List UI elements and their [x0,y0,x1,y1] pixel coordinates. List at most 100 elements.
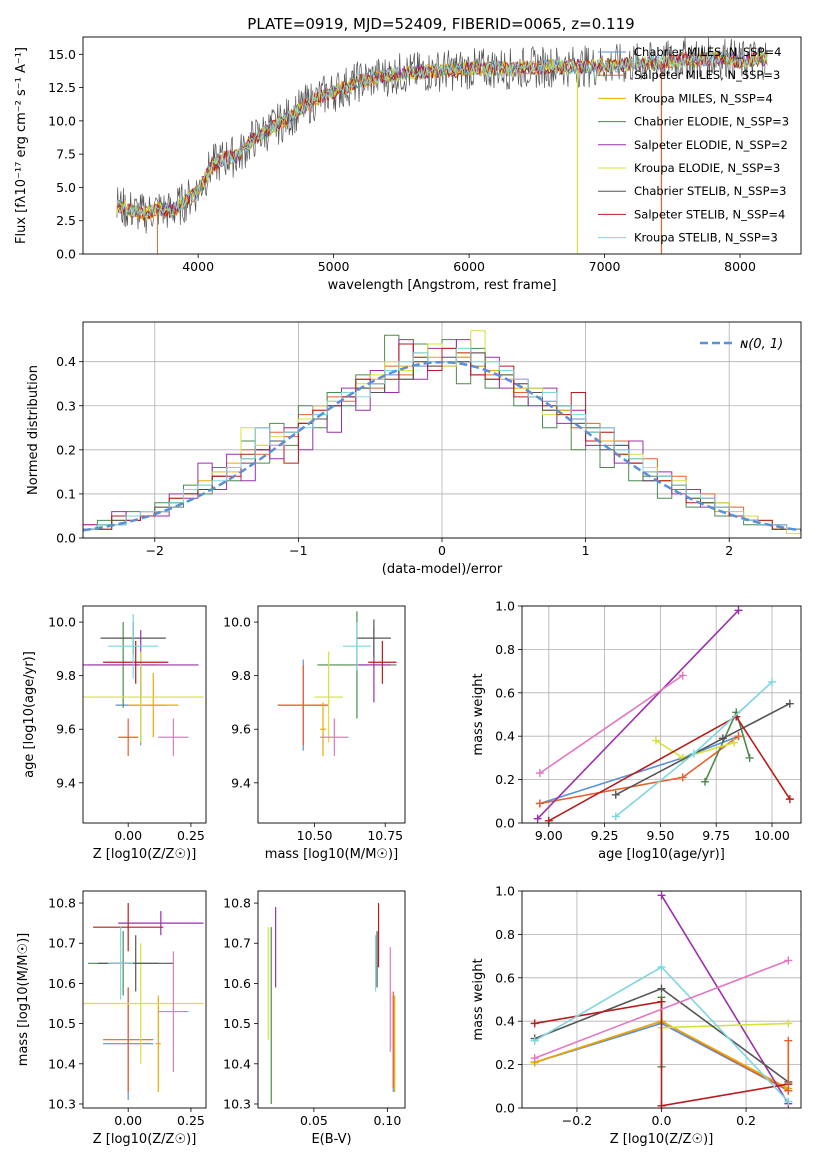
weight-series-line [537,609,740,820]
y-tick-label: 9.8 [231,668,251,683]
y-tick-label: 1.0 [495,599,515,614]
y-tick-label: 0.4 [56,354,76,369]
y-tick-label: 10.6 [48,976,76,991]
data-point-marker [734,606,743,615]
y-tick-label: 9.4 [231,775,251,790]
y-tick-label: 0.1 [56,486,76,501]
data-point-marker [533,814,542,823]
plot-frame [521,890,802,1109]
x-axis-label: wavelength [Angstrom, rest frame] [328,278,557,293]
plot-frame [82,605,207,824]
y-tick-label: 0.0 [495,1101,515,1116]
x-tick-label: 7000 [589,259,621,274]
normal-curve-line [83,360,801,532]
x-tick-label: 0.25 [177,828,205,843]
data-point-marker [530,1036,539,1045]
x-tick-label: 0.00 [114,828,142,843]
x-tick-label: −1 [289,543,307,558]
y-axis-label: mass [log10(M/M☉)] [16,933,31,1066]
mass-weight-vs-metallicity-panel: −0.2 0.0 0.2 0.0 0.2 0.4 0.6 0.8 1.0 Z [log10(Z/Z… [471,884,802,1147]
y-axis-label: age [log10(age/yr)] [22,651,37,778]
y-tick-label: 0.3 [56,398,76,413]
y-tick-label: 10.6 [223,976,251,991]
y-tick-label: 0.8 [495,642,515,657]
x-axis-label: age [log10(age/yr)] [598,847,725,862]
weight-series-line [534,1000,789,1107]
y-tick-label: 0.0 [56,531,76,546]
legend-label: Kroupa STELIB, N_SSP=3 [634,231,778,245]
data-point-marker [784,1036,793,1045]
data-point-marker [611,812,620,821]
y-tick-label: 10.8 [223,896,251,911]
data-point-marker [784,1086,793,1095]
x-tick-label: 10.00 [754,828,790,843]
x-tick-label: 10.75 [367,828,403,843]
data-point-marker [657,997,666,1006]
mass-weight-vs-age-panel: 9.00 9.25 9.50 9.75 10.00 0.0 0.2 0.4 0.6 0.8 1.0 a… [471,599,802,862]
y-tick-label: 10.7 [223,936,251,951]
y-axis-label: Normed distribution [26,365,41,495]
spectrum-series-line [116,49,768,219]
legend-label: Kroupa MILES, N_SSP=4 [634,91,773,105]
data-point-marker [784,1097,793,1106]
y-tick-label: 10.0 [48,615,76,630]
x-tick-label: −2 [146,543,164,558]
plot-frame [257,890,406,1109]
age-vs-mass-panel: 10.50 10.75 9.4 9.6 9.8 10.0 mass [log10(M/M☉)… [223,605,406,862]
x-axis-label: E(B-V) [311,1132,351,1147]
y-tick-label: 10.5 [223,1016,251,1031]
data-point-marker [745,753,754,762]
data-point-marker [784,956,793,965]
plot-frame [257,605,406,824]
data-point-marker [785,699,794,708]
y-tick-label: 0.4 [495,729,515,744]
data-point-marker [530,1019,539,1028]
y-tick-label: 10.0 [223,615,251,630]
x-tick-label: 0.25 [177,1113,205,1128]
y-tick-label: 9.6 [56,722,76,737]
x-tick-label: 0.2 [736,1113,756,1128]
x-tick-label: 9.25 [591,828,619,843]
data-point-marker [689,749,698,758]
y-tick-label: 12.5 [48,80,76,95]
y-tick-label: 2.5 [56,213,76,228]
data-point-marker [734,732,743,741]
data-point-marker [544,816,553,825]
y-tick-label: 9.8 [56,668,76,683]
data-point-marker [730,738,739,747]
legend-label: ɴ(0, 1) [740,337,783,352]
y-tick-label: 10.8 [48,896,76,911]
x-tick-label: 10.50 [297,828,333,843]
x-tick-label: 0.00 [114,1113,142,1128]
x-tick-label: 9.00 [535,828,563,843]
x-axis-label: Z [log10(Z/Z☉)] [610,1132,714,1147]
x-tick-label: 8000 [724,259,756,274]
data-point-marker [701,777,710,786]
y-tick-label: 5.0 [56,180,76,195]
mass-vs-extinction-panel: 0.05 0.10 10.3 10.4 10.5 10.6 10.7 10.8 E(B-V) [223,890,406,1147]
x-tick-label: 6000 [453,259,485,274]
y-tick-label: 10.4 [223,1056,251,1071]
plot-frame [521,605,802,824]
y-tick-label: 7.5 [56,147,76,162]
weight-series-line [534,959,789,1059]
data-point-marker [535,769,544,778]
y-tick-label: 0.6 [495,685,515,700]
data-point-marker [651,736,660,745]
data-point-marker [678,671,687,680]
plot-frame [82,36,802,255]
y-axis-label: mass weight [471,958,486,1040]
x-axis-label: Z [log10(Z/Z☉)] [93,1132,197,1147]
data-point-marker [535,799,544,808]
spectrum-panel: 4000 5000 6000 7000 8000 0.0 2.5 5.0 7.5 10.0 12.5… [14,36,802,293]
y-tick-label: 10.7 [48,936,76,951]
x-tick-label: 9.50 [646,828,674,843]
legend-label: Salpeter MILES, N_SSP=3 [634,68,780,82]
data-point-marker [767,677,776,686]
residual-histogram-panel: −2 −1 0 1 2 0.0 0.1 0.2 0.3 0.4 (data-model)/error… [26,321,802,577]
x-tick-label: 0.05 [300,1113,328,1128]
y-tick-label: 0.0 [56,247,76,262]
legend-label: Chabrier MILES, N_SSP=4 [634,45,781,59]
y-tick-label: 1.0 [495,884,515,899]
